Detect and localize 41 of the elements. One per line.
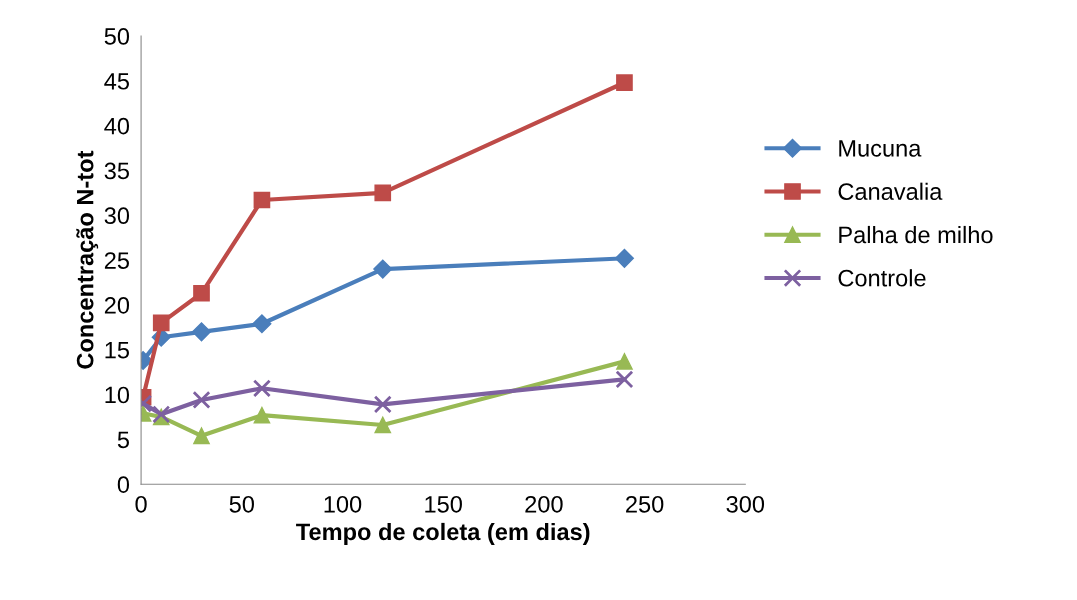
- y-tick-label: 5: [117, 431, 129, 449]
- point: [616, 353, 633, 370]
- x-tick-label: 200: [525, 495, 563, 513]
- y-tick-label: 45: [104, 73, 129, 90]
- y-tick-label: 15: [105, 342, 129, 359]
- y-tick-label: 0: [117, 476, 130, 493]
- point: [374, 416, 392, 434]
- legend-label: Palha de milho: [839, 225, 993, 244]
- point: [252, 314, 272, 334]
- y-tick-label: 25: [104, 252, 129, 269]
- y-tick-label: 40: [104, 117, 130, 135]
- x-tick-label: 0: [135, 495, 147, 513]
- y-tick-label: 30: [104, 207, 130, 225]
- point: [191, 322, 212, 342]
- point: [374, 184, 392, 202]
- legend-label: Canavalia: [838, 182, 943, 200]
- point: [252, 379, 271, 398]
- point: [152, 314, 170, 332]
- legend-label: Mucuna: [839, 140, 922, 157]
- point: [614, 248, 634, 268]
- x-tick-label: 150: [425, 495, 462, 513]
- y-tick-label: 50: [104, 28, 130, 45]
- point: [373, 259, 393, 279]
- y-tick-label: 35: [104, 162, 129, 180]
- point: [193, 427, 210, 445]
- x-tick-label: 250: [626, 495, 664, 513]
- point: [616, 74, 633, 91]
- y-tick-label: 10: [105, 386, 130, 404]
- legend-label: Controle: [838, 269, 926, 287]
- x-tick-label: 300: [726, 495, 765, 513]
- point: [373, 395, 392, 414]
- y-tick-label: 20: [104, 296, 130, 314]
- x-axis-title: Tempo de coleta (em dias): [296, 522, 590, 545]
- point: [253, 406, 271, 424]
- point: [192, 390, 211, 409]
- y-axis-title: Concentração N-tot: [76, 150, 99, 369]
- point: [253, 191, 271, 209]
- x-tick-label: 100: [324, 495, 362, 513]
- point: [615, 370, 634, 389]
- x-tick-label: 50: [229, 495, 254, 513]
- point: [193, 284, 210, 302]
